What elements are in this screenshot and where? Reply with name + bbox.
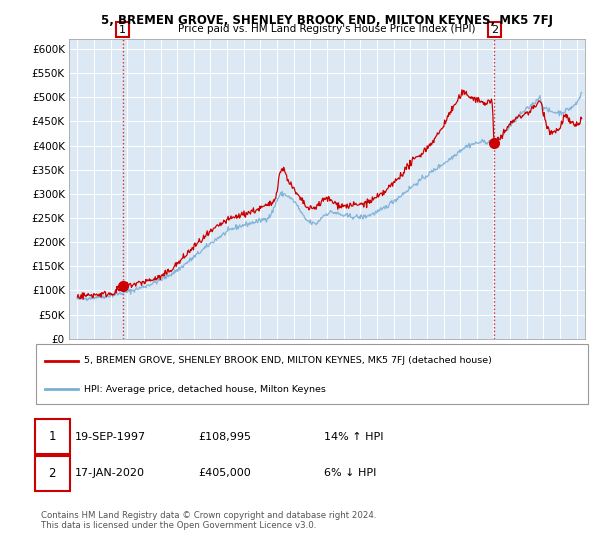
Text: 17-JAN-2020: 17-JAN-2020 xyxy=(75,468,145,478)
Text: 1: 1 xyxy=(119,25,126,35)
Text: Contains HM Land Registry data © Crown copyright and database right 2024.
This d: Contains HM Land Registry data © Crown c… xyxy=(41,511,376,530)
Text: 2: 2 xyxy=(49,466,56,480)
Text: £108,995: £108,995 xyxy=(198,432,251,442)
Text: 2: 2 xyxy=(491,25,498,35)
Text: 5, BREMEN GROVE, SHENLEY BROOK END, MILTON KEYNES, MK5 7FJ (detached house): 5, BREMEN GROVE, SHENLEY BROOK END, MILT… xyxy=(84,356,492,365)
Text: Price paid vs. HM Land Registry's House Price Index (HPI): Price paid vs. HM Land Registry's House … xyxy=(178,24,476,34)
Text: 1: 1 xyxy=(49,430,56,444)
Text: HPI: Average price, detached house, Milton Keynes: HPI: Average price, detached house, Milt… xyxy=(84,385,326,394)
Text: 19-SEP-1997: 19-SEP-1997 xyxy=(75,432,146,442)
Text: £405,000: £405,000 xyxy=(198,468,251,478)
Text: 5, BREMEN GROVE, SHENLEY BROOK END, MILTON KEYNES, MK5 7FJ: 5, BREMEN GROVE, SHENLEY BROOK END, MILT… xyxy=(101,14,553,27)
Text: 14% ↑ HPI: 14% ↑ HPI xyxy=(324,432,383,442)
Text: 6% ↓ HPI: 6% ↓ HPI xyxy=(324,468,376,478)
